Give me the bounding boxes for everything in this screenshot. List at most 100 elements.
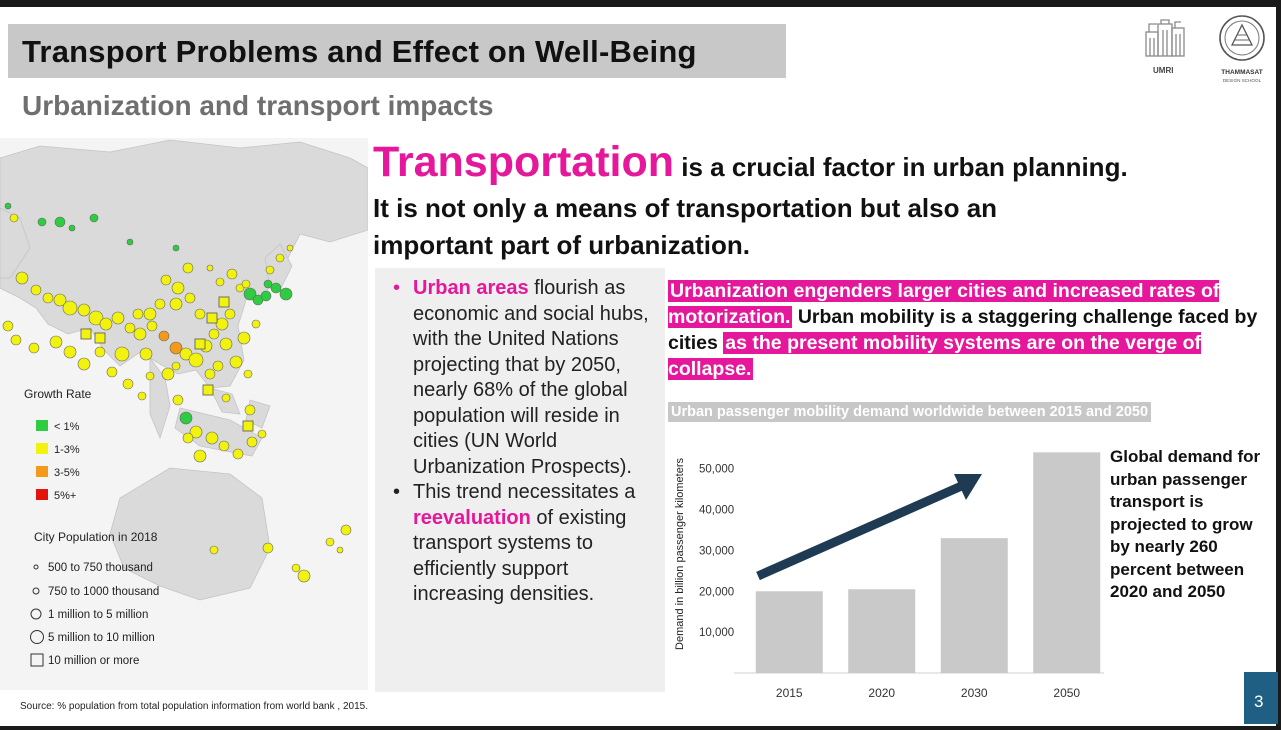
map-city-dot [169,341,183,355]
source-note: Source: % population from total populati… [20,701,368,712]
legend-growth-title: Growth Rate [24,387,92,401]
map-city-dot [53,293,67,307]
map-megacity-marker [94,332,106,344]
legend-symbol-square [30,653,44,667]
map-megacity-marker [218,296,230,308]
map-city-dot [237,331,251,345]
map-city-dot [49,335,63,349]
legend-swatch-yellow [36,443,48,454]
chart-y-tick-label: 30,000 [699,545,734,557]
map-megacity-marker [80,328,92,340]
legend-population-title: City Population in 2018 [34,530,158,544]
chart-bar [848,589,916,673]
thammasat-logo-subtext: DESIGN SCHOOL [1223,78,1262,83]
map-megacity-marker [194,338,206,350]
thammasat-logo: THAMMASAT DESIGN SCHOOL [1219,15,1265,83]
legend-growth-3: 3-5% [54,467,80,479]
map-city-dot [251,319,261,329]
map-city-dot [132,308,144,320]
legend-population-1: 500 to 750 thousand [48,562,153,574]
umri-logo: UMRI [1145,19,1185,75]
map-city-dot [68,224,76,232]
map-city-dot [291,563,301,573]
map-city-dot [215,317,229,331]
bullet-panel: Urban areas flourish as economic and soc… [375,268,665,692]
bullet-2-text-end: of existing transport systems to efficie… [413,506,627,606]
map-city-dot [37,217,47,227]
map-city-dot [208,328,220,340]
map-city-dot [122,378,134,390]
bullet-item-urban-areas: Urban areas flourish as economic and soc… [389,276,649,480]
map-city-dot [246,436,258,448]
map-city-dot [206,264,214,272]
asia-city-growth-map: Growth Rate < 1% 1-3% 3-5% 5%+ City Popu… [0,138,369,690]
legend-swatch-green [36,420,48,431]
map-city-dot [62,300,78,316]
map-city-dot [124,322,136,334]
map-city-dot [263,279,273,289]
chart-trend-arrow [756,479,968,581]
map-city-dot [243,369,253,379]
chart-y-tick-label: 50,000 [699,464,734,476]
slide-subtitle: Urbanization and transport impacts [22,90,494,121]
chart-bar [940,538,1008,673]
map-city-dot [169,297,183,311]
map-city-dot [204,368,216,380]
map-city-dot [243,287,257,301]
chart-annotation: Global demand for urban passenger transp… [1110,447,1261,601]
legend-swatch-red [36,489,48,500]
right-border [1276,0,1281,730]
legend-swatch-orange [36,466,48,477]
map-city-dot [244,404,256,416]
chart-y-tick-label: 40,000 [699,505,734,517]
map-city-dot [133,327,147,341]
map-city-dot [297,569,311,583]
map-city-dot [99,317,113,331]
map-city-dot [279,287,293,301]
map-city-dot [10,334,22,346]
legend-symbol-medium-dot [32,587,40,595]
map-city-dot [158,330,170,342]
map-city-dot [229,355,243,369]
map-city-dot [106,366,118,378]
map-city-dot [154,298,166,310]
bullet-1-text: flourish as economic and social hubs, wi… [413,277,649,478]
chart-trend-arrowhead [954,474,982,500]
legend-symbol-small-dot [33,564,39,570]
map-city-dot [224,308,236,320]
title-band [8,24,786,78]
map-city-dot [241,279,251,289]
map-city-dot [188,352,204,368]
map-city-dot [161,367,175,381]
map-city-dot [111,311,125,325]
map-city-dot [143,307,157,321]
map-city-dot [193,449,207,463]
legend-population-2: 750 to 1000 thousand [48,586,159,598]
heading-line-1-rest: is a crucial factor in urban planning. [674,152,1128,182]
map-city-dot [2,320,14,332]
map-city-dot [340,524,352,536]
map-city-dot [212,360,224,372]
chart-bar [755,591,823,673]
map-city-dot [194,308,206,320]
heading-big-word: Transportation [373,138,675,186]
map-city-dot [126,238,134,246]
chart-x-tick-label: 2030 [961,686,988,700]
legend-population-4: 5 million to 10 million [48,632,155,644]
bullet-2-emphasis: reevaluation [413,506,531,529]
map-city-dot [77,303,91,317]
heading-line-2: It is not only a means of transportation… [373,193,998,223]
chart-y-tick-label: 20,000 [699,586,734,598]
map-city-dot [88,310,104,326]
map-city-dot [172,244,180,252]
legend-growth-4: 5%+ [54,490,76,502]
map-city-dot [219,337,233,351]
map-city-dot [218,440,230,452]
map-city-dot [89,213,99,223]
map-city-dot [77,357,91,371]
map-city-dot [325,537,335,547]
heading-line-3: important part of urbanization. [373,230,750,260]
map-city-dot [286,244,294,252]
map-city-dot [94,346,106,358]
map-city-dot [160,274,172,286]
